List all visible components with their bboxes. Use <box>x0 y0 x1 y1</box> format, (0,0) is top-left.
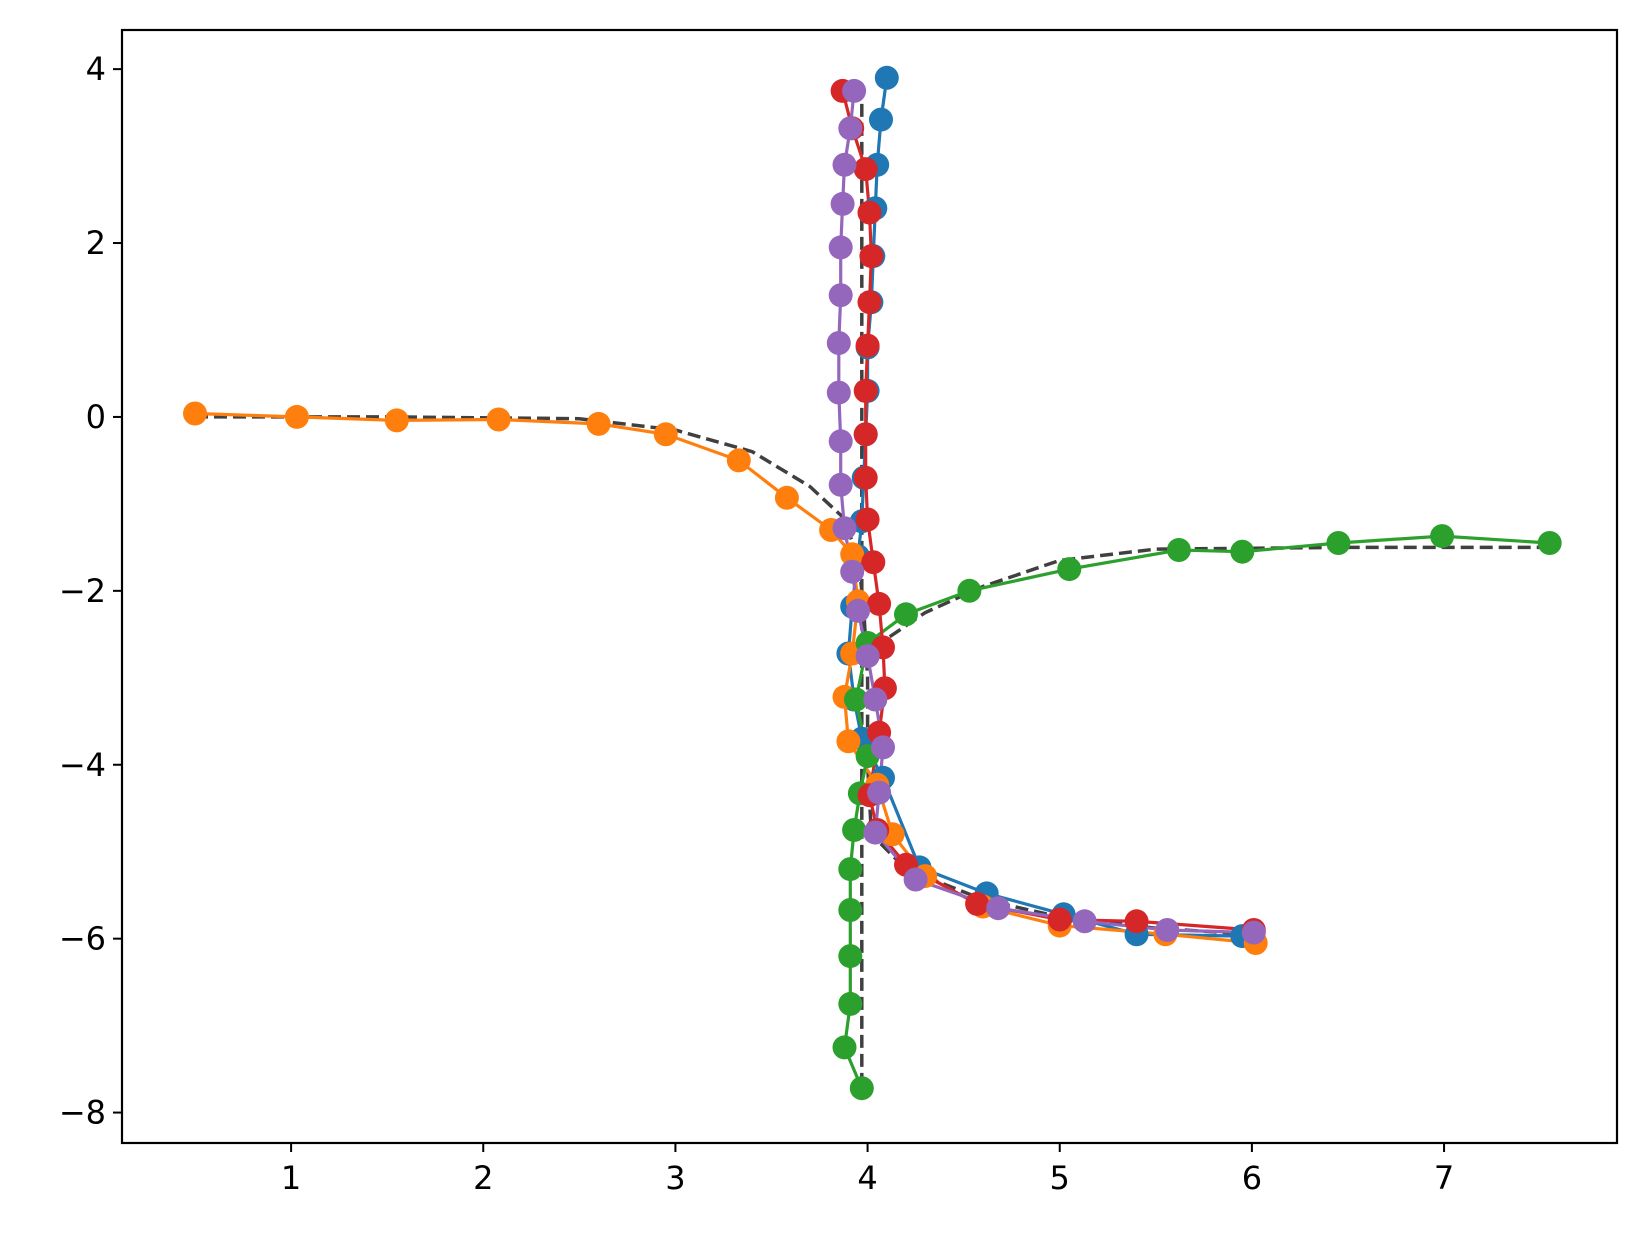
series-3-point-5 <box>1166 538 1191 562</box>
series-5-point-13 <box>846 598 870 623</box>
series-5-point-10 <box>828 472 853 497</box>
series-4-point-13 <box>867 591 892 616</box>
y-tick-label: 2 <box>86 224 106 262</box>
y-tick-label: 4 <box>86 50 106 88</box>
series-2-point-1 <box>183 401 207 426</box>
series-5-point-16 <box>871 735 895 760</box>
series-line-5 <box>837 90 1254 935</box>
y-tick-label: 0 <box>86 398 106 436</box>
series-line-4 <box>841 90 1254 932</box>
series-5-point-19 <box>903 867 928 892</box>
series-4-point-21 <box>1047 907 1072 932</box>
series-3-point-3 <box>1326 531 1351 555</box>
series-4-point-20 <box>965 891 990 916</box>
series-5-point-18 <box>863 820 888 845</box>
series-2-point-6 <box>653 422 678 447</box>
series-5-point-20 <box>986 896 1011 921</box>
series-4-point-7 <box>855 333 880 358</box>
series-4-point-4 <box>857 200 882 225</box>
series-3-point-16 <box>838 944 863 969</box>
reference-path-3 <box>860 545 1550 662</box>
series-3-point-10 <box>844 687 868 712</box>
series-5-point-2 <box>838 116 863 141</box>
series-5-point-12 <box>840 559 865 584</box>
x-tick-label: 2 <box>473 1159 493 1197</box>
plot-markers <box>183 65 1562 1101</box>
axes-frame <box>120 28 1619 1145</box>
y-tick-label: −4 <box>59 746 106 784</box>
series-line-2 <box>194 411 1256 945</box>
series-3-point-18 <box>832 1035 857 1060</box>
x-axis: 1 2 3 4 5 6 7 <box>281 1143 1454 1197</box>
series-4-point-12 <box>861 550 886 575</box>
series-4-point-9 <box>853 422 878 447</box>
x-tick-label: 4 <box>857 1159 877 1197</box>
x-tick-label: 6 <box>1242 1159 1262 1197</box>
series-5-point-17 <box>867 780 892 805</box>
series-4-point-11 <box>855 507 880 532</box>
series-3-point-4 <box>1230 539 1255 564</box>
series-3-point-19 <box>849 1076 874 1101</box>
reference-path-1 <box>195 415 1253 937</box>
series-3-point-1 <box>1537 531 1562 555</box>
series-5-point-15 <box>863 687 888 712</box>
plot-lines <box>194 77 1550 1089</box>
series-4-point-5 <box>859 244 884 269</box>
series-5-point-14 <box>855 644 880 669</box>
series-4-point-3 <box>853 157 878 182</box>
x-tick-label: 5 <box>1050 1159 1070 1197</box>
series-3-point-2 <box>1430 524 1455 549</box>
series-2-point-2 <box>284 404 309 429</box>
series-4-point-6 <box>857 290 882 315</box>
series-4-point-22 <box>1124 909 1149 934</box>
series-5-point-8 <box>826 380 851 405</box>
series-4-point-10 <box>853 465 878 490</box>
x-tick-label: 3 <box>665 1159 685 1197</box>
series-1-point-2 <box>869 107 893 132</box>
y-tick-label: −6 <box>59 920 106 958</box>
series-5-point-9 <box>828 429 853 454</box>
series-2-point-14 <box>836 729 861 754</box>
series-1-point-1 <box>874 65 899 90</box>
y-tick-label: −8 <box>59 1094 106 1132</box>
series-3-point-17 <box>838 991 863 1016</box>
series-line-1 <box>846 77 1243 938</box>
series-5-point-3 <box>832 152 857 177</box>
series-3-point-6 <box>1057 557 1082 582</box>
series-5-point-1 <box>842 78 867 103</box>
series-5-point-4 <box>830 191 855 216</box>
series-5-point-22 <box>1155 918 1180 942</box>
y-tick-label: −2 <box>59 572 106 610</box>
series-5-point-21 <box>1072 909 1097 934</box>
series-3-point-14 <box>838 857 863 882</box>
series-line-3 <box>842 534 1550 1089</box>
x-tick-label: 7 <box>1434 1159 1454 1197</box>
series-3-point-15 <box>838 898 863 922</box>
series-2-point-5 <box>586 411 611 436</box>
series-5-point-23 <box>1241 920 1266 945</box>
series-5-point-5 <box>828 235 853 260</box>
series-2-point-10 <box>840 542 865 567</box>
series-2-point-4 <box>486 407 511 432</box>
series-4-point-8 <box>853 378 878 403</box>
series-3-point-7 <box>957 578 982 603</box>
series-5-point-11 <box>832 516 857 541</box>
y-axis: 4 2 0 −2 −4 −6 −8 <box>59 50 122 1132</box>
series-5-point-7 <box>826 331 851 355</box>
series-2-point-8 <box>774 485 799 510</box>
series-5-point-6 <box>828 283 853 308</box>
series-3-point-13 <box>842 818 867 842</box>
series-2-point-3 <box>384 408 409 433</box>
x-tick-label: 1 <box>281 1159 301 1197</box>
series-3-point-8 <box>894 602 918 627</box>
series-2-point-7 <box>726 448 751 473</box>
